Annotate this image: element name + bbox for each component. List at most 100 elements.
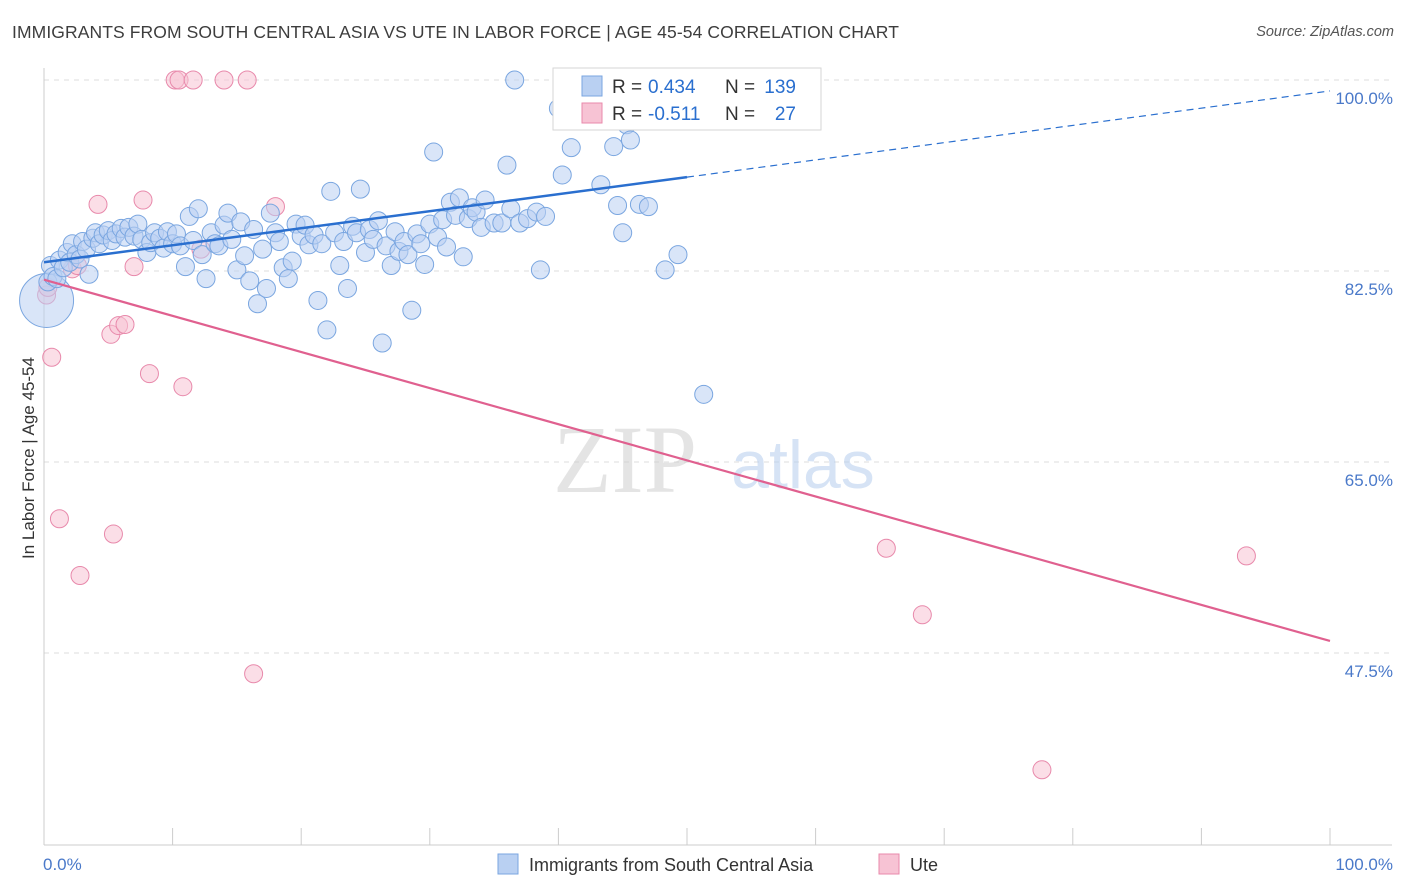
legend-n-value: 139 (764, 77, 796, 98)
data-point (668, 245, 688, 265)
legend-r-value: -0.511 (648, 104, 700, 125)
data-point (497, 155, 517, 175)
blue-trend-line (43, 175, 688, 264)
correlation-legend: R = 0.434 N = 139 R = -0.511 N = 27 (552, 67, 822, 131)
trend-lines (43, 90, 1331, 643)
data-point (591, 175, 611, 195)
series-legend-label: Immigrants from South Central Asia (529, 855, 814, 875)
legend-swatch (581, 102, 603, 124)
y-tick-label: 100.0% (1335, 89, 1393, 108)
data-point (505, 70, 525, 90)
data-point (282, 251, 302, 271)
data-point (79, 264, 99, 284)
y-axis-label: In Labor Force | Age 45-54 (19, 357, 38, 559)
data-point (173, 377, 193, 397)
series-legend: Immigrants from South Central Asia Ute (497, 853, 938, 875)
data-point (244, 664, 264, 684)
y-tick-label: 47.5% (1345, 662, 1393, 681)
source-credit: Source: ZipAtlas.com (1256, 24, 1394, 40)
data-point (415, 254, 435, 274)
data-point (402, 300, 422, 320)
data-point (278, 269, 298, 289)
data-point (1032, 760, 1052, 780)
data-point (42, 347, 62, 367)
data-point (330, 256, 350, 276)
x-tick-label: 0.0% (43, 855, 82, 874)
data-point (552, 165, 572, 185)
data-point (237, 70, 257, 90)
data-point (638, 197, 658, 217)
data-point (269, 232, 289, 252)
data-point (88, 194, 108, 214)
data-point (475, 190, 495, 210)
data-point (103, 524, 123, 544)
data-point (133, 190, 153, 210)
data-point (321, 181, 341, 201)
legend-r-label: R = (612, 104, 642, 125)
data-point (312, 234, 332, 254)
data-point (235, 246, 255, 266)
data-point (437, 237, 457, 257)
data-point (561, 138, 581, 158)
data-point (372, 333, 392, 353)
y-tick-label: 82.5% (1345, 280, 1393, 299)
legend-r-label: R = (612, 77, 642, 98)
data-point (876, 538, 896, 558)
data-point (317, 320, 337, 340)
legend-n-label: N = (725, 77, 755, 98)
data-point (1236, 546, 1256, 566)
data-point (115, 314, 135, 334)
y-tick-label: 65.0% (1345, 471, 1393, 490)
data-point (175, 257, 195, 277)
legend-n-value: 27 (775, 104, 796, 125)
blue-trend-extension (686, 90, 1331, 178)
series-legend-swatch (878, 853, 900, 875)
data-point (453, 247, 473, 267)
data-point (253, 239, 273, 259)
grid-lines (44, 79, 1392, 654)
data-point (694, 384, 714, 404)
watermark-zip: ZIP (553, 406, 697, 513)
data-point (188, 199, 208, 219)
data-point (536, 206, 556, 226)
data-point (256, 278, 276, 298)
data-point (530, 260, 550, 280)
data-point (398, 245, 418, 265)
data-point (368, 211, 388, 231)
data-point (183, 70, 203, 90)
data-point (424, 142, 444, 162)
legend-swatch (581, 75, 603, 97)
watermark: ZIP atlas (553, 406, 875, 513)
series-legend-label: Ute (910, 855, 938, 875)
data-point (49, 509, 69, 529)
chart-title: IMMIGRANTS FROM SOUTH CENTRAL ASIA VS UT… (12, 22, 900, 42)
data-point (337, 278, 357, 298)
x-tick-label: 100.0% (1335, 855, 1393, 874)
data-point (411, 234, 431, 254)
data-point (247, 294, 267, 314)
data-point (139, 364, 159, 384)
watermark-atlas: atlas (731, 427, 875, 503)
data-point (214, 70, 234, 90)
pink-trend-line (43, 278, 1331, 643)
data-point (240, 271, 260, 291)
data-point (196, 269, 216, 289)
legend-n-label: N = (725, 104, 755, 125)
south-central-asia-points (19, 70, 714, 404)
data-point (192, 245, 212, 265)
data-point (604, 137, 624, 157)
data-point (912, 605, 932, 625)
data-point (350, 179, 370, 199)
axes (43, 68, 1392, 846)
data-point (620, 130, 640, 150)
data-point (260, 203, 280, 223)
series-legend-swatch (497, 853, 519, 875)
y-tick-labels: 47.5% 65.0% 82.5% 100.0% (1335, 89, 1393, 681)
legend-r-value: 0.434 (648, 77, 696, 98)
data-point (613, 223, 633, 243)
data-point (308, 290, 328, 310)
data-point (608, 196, 628, 216)
data-point (124, 257, 144, 277)
x-tick-labels: 0.0% 100.0% (43, 855, 1393, 874)
